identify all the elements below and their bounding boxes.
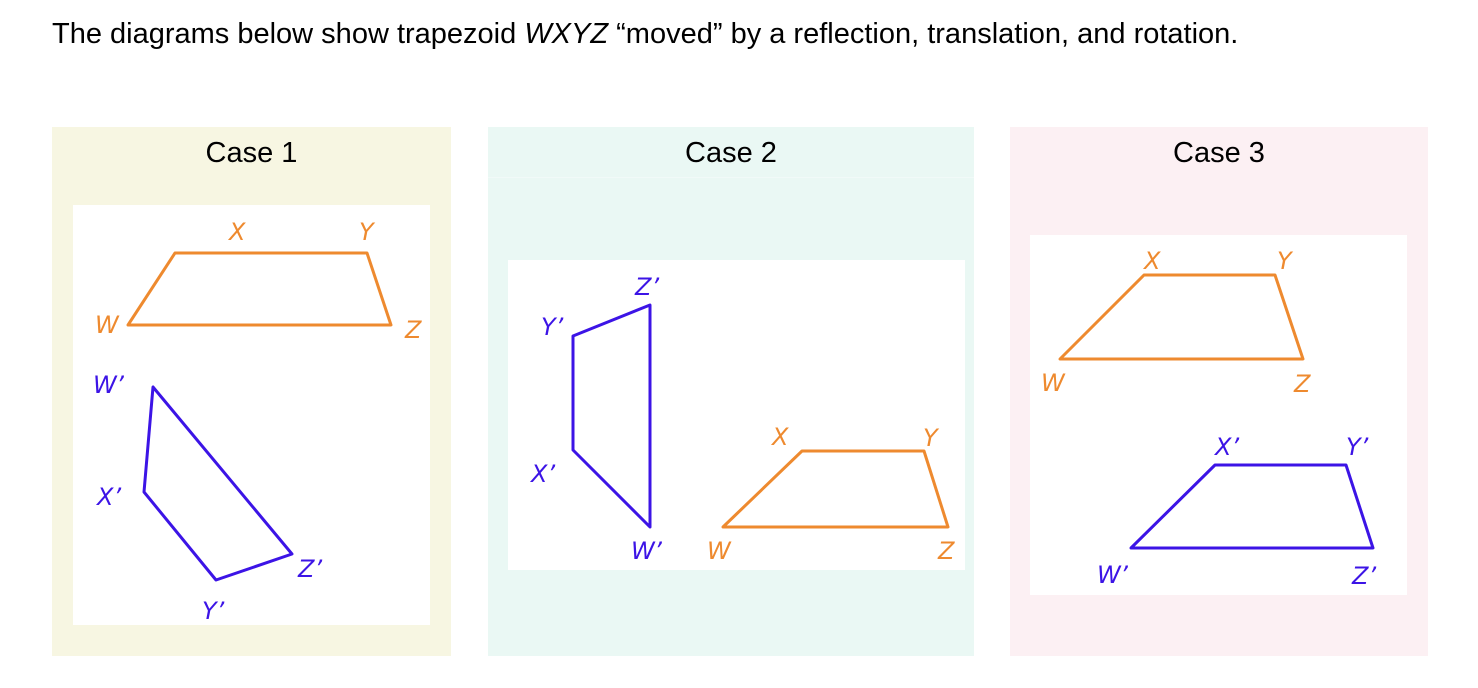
case-2-label-z-prime: Z’ bbox=[634, 273, 659, 301]
case-3-label-x: X bbox=[1142, 247, 1161, 275]
case-1-diagram: X Y W Z W’ X’ Z’ Y’ bbox=[93, 218, 422, 625]
intro-text-before: The diagrams below show trapezoid bbox=[52, 18, 525, 50]
case-3-label-w-prime: W’ bbox=[1097, 561, 1128, 589]
case-2-diagram: Z’ Y’ X’ W’ X Y W Z bbox=[529, 273, 955, 565]
case-2-label-w: W bbox=[707, 537, 732, 565]
case-1-label-y-prime: Y’ bbox=[202, 597, 225, 625]
case-1-label-z-prime: Z’ bbox=[297, 555, 322, 583]
case-2-figure: Z’ Y’ X’ W’ X Y W Z bbox=[508, 260, 965, 570]
case-2-image-trapezoid bbox=[571, 303, 652, 529]
case-3-title: Case 3 bbox=[1173, 137, 1265, 169]
case-3-label-w: W bbox=[1041, 369, 1066, 397]
case-2-header-divider bbox=[488, 177, 974, 178]
case-3-original-trapezoid bbox=[1058, 273, 1305, 361]
case-3-diagram: X Y W Z X’ Y’ W’ Z’ bbox=[1041, 247, 1376, 590]
case-2-label-x-prime: X’ bbox=[529, 460, 555, 488]
case-1-label-w: W bbox=[95, 311, 120, 339]
case-3-label-x-prime: X’ bbox=[1213, 433, 1239, 461]
case-1-label-w-prime: W’ bbox=[93, 371, 124, 399]
case-2-label-w-prime: W’ bbox=[631, 537, 662, 565]
case-1-original-trapezoid bbox=[126, 251, 393, 327]
trapezoid-name: WXYZ bbox=[524, 18, 609, 50]
case-3-label-z: Z bbox=[1293, 370, 1311, 398]
case-2-label-z: Z bbox=[937, 537, 955, 565]
intro-text-after: “moved” by a reflection, translation, an… bbox=[608, 18, 1239, 50]
case-2-label-x: X bbox=[770, 423, 789, 451]
intro-text: The diagrams below show trapezoid WXYZ “… bbox=[52, 18, 1238, 51]
case-1-label-z: Z bbox=[404, 316, 422, 344]
case-2-label-y: Y bbox=[923, 424, 940, 452]
case-1-image-trapezoid bbox=[142, 385, 294, 582]
case-1-panel: Case 1 X Y W Z W’ X’ Z’ Y’ bbox=[52, 127, 451, 656]
case-3-label-y: Y bbox=[1277, 247, 1294, 275]
case-2-label-y-prime: Y’ bbox=[541, 313, 564, 341]
case-1-label-x-prime: X’ bbox=[95, 483, 121, 511]
case-2-title: Case 2 bbox=[685, 137, 777, 169]
case-2-panel: Case 2 Z’ Y’ X’ W’ X Y W Z bbox=[488, 127, 974, 656]
case-1-figure: X Y W Z W’ X’ Z’ Y’ bbox=[73, 205, 430, 625]
case-3-image-trapezoid bbox=[1129, 463, 1375, 550]
case-1-label-x: X bbox=[227, 218, 246, 246]
case-1-label-y: Y bbox=[359, 218, 376, 246]
case-1-title: Case 1 bbox=[205, 137, 298, 169]
case-3-label-z-prime: Z’ bbox=[1351, 562, 1376, 590]
case-3-panel: Case 3 X Y W Z X’ Y’ W’ Z’ bbox=[1010, 127, 1428, 656]
case-3-figure: X Y W Z X’ Y’ W’ Z’ bbox=[1030, 235, 1407, 595]
case-2-original-trapezoid bbox=[721, 449, 950, 529]
case-3-label-y-prime: Y’ bbox=[1346, 433, 1369, 461]
